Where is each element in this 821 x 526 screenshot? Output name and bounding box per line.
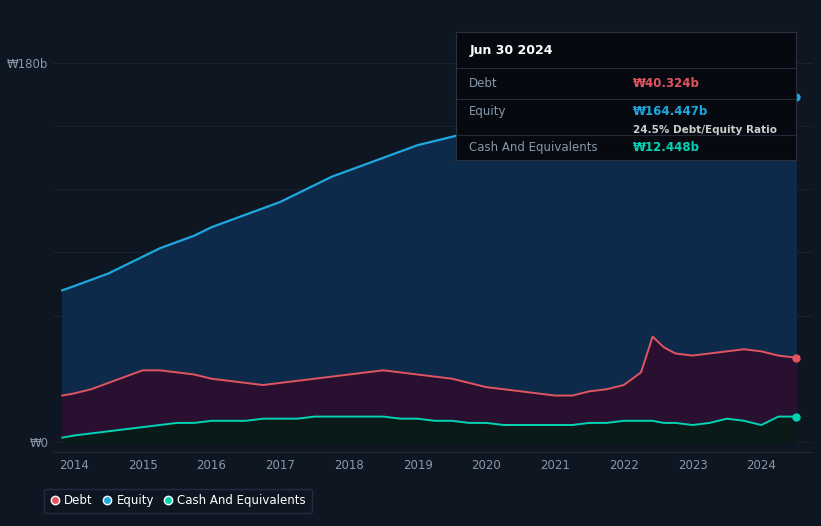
- Text: ₩40.324b: ₩40.324b: [633, 77, 699, 89]
- Text: Jun 30 2024: Jun 30 2024: [470, 45, 553, 57]
- Text: Equity: Equity: [470, 105, 507, 118]
- Text: 24.5% Debt/Equity Ratio: 24.5% Debt/Equity Ratio: [633, 125, 777, 135]
- Text: ₩12.448b: ₩12.448b: [633, 141, 699, 154]
- Text: ₩164.447b: ₩164.447b: [633, 105, 708, 118]
- Legend: Debt, Equity, Cash And Equivalents: Debt, Equity, Cash And Equivalents: [44, 489, 312, 513]
- Text: Cash And Equivalents: Cash And Equivalents: [470, 141, 598, 154]
- Text: Debt: Debt: [470, 77, 498, 89]
